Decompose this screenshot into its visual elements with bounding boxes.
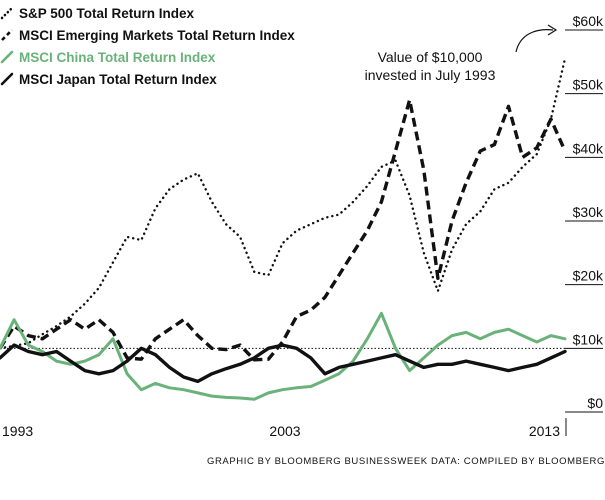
x-axis: 1993 2003 2013 <box>2 418 567 439</box>
series-line-1 <box>0 57 567 350</box>
x-tick-label: 2013 <box>529 423 560 439</box>
legend-swatch <box>0 72 14 86</box>
annotation-arrow <box>515 29 554 53</box>
legend-label: MSCI Japan Total Return Index <box>19 72 217 87</box>
series-line-4 <box>0 343 567 384</box>
legend-swatch <box>1 29 13 41</box>
series-line-2 <box>0 98 567 362</box>
legend-label: S&P 500 Total Return Index <box>19 6 195 21</box>
annotation-text: Value of $10,000 <box>378 49 483 65</box>
y-tick-label: $60k <box>573 13 604 29</box>
annotation-group: Value of $10,000 invested in July 1993 <box>365 24 558 83</box>
x-tick-label: 1993 <box>2 423 33 439</box>
legend: S&P 500 Total Return Index MSCI Emerging … <box>0 6 295 87</box>
legend-label: MSCI Emerging Markets Total Return Index <box>19 28 295 43</box>
y-tick-label: $50k <box>573 77 604 93</box>
legend-label: MSCI China Total Return Index <box>19 50 216 65</box>
gridlines: $0 $10k $20k $30k $40k $50k $60k <box>0 13 604 413</box>
credit-line: GRAPHIC BY BLOOMBERG BUSINESSWEEK DATA: … <box>207 456 605 467</box>
legend-swatch <box>0 50 14 64</box>
x-tick-label: 2003 <box>269 423 300 439</box>
y-tick-label: $40k <box>573 140 604 156</box>
annotation-text: invested in July 1993 <box>365 67 496 83</box>
y-tick-label: $30k <box>573 204 604 220</box>
annotation-arrowhead <box>547 24 558 36</box>
y-tick-label: $10k <box>573 331 604 347</box>
y-tick-label: $20k <box>573 268 604 284</box>
plot-area <box>0 57 567 401</box>
legend-swatch <box>0 6 14 20</box>
y-tick-label: $0 <box>587 395 603 411</box>
series-line-3 <box>0 311 567 401</box>
